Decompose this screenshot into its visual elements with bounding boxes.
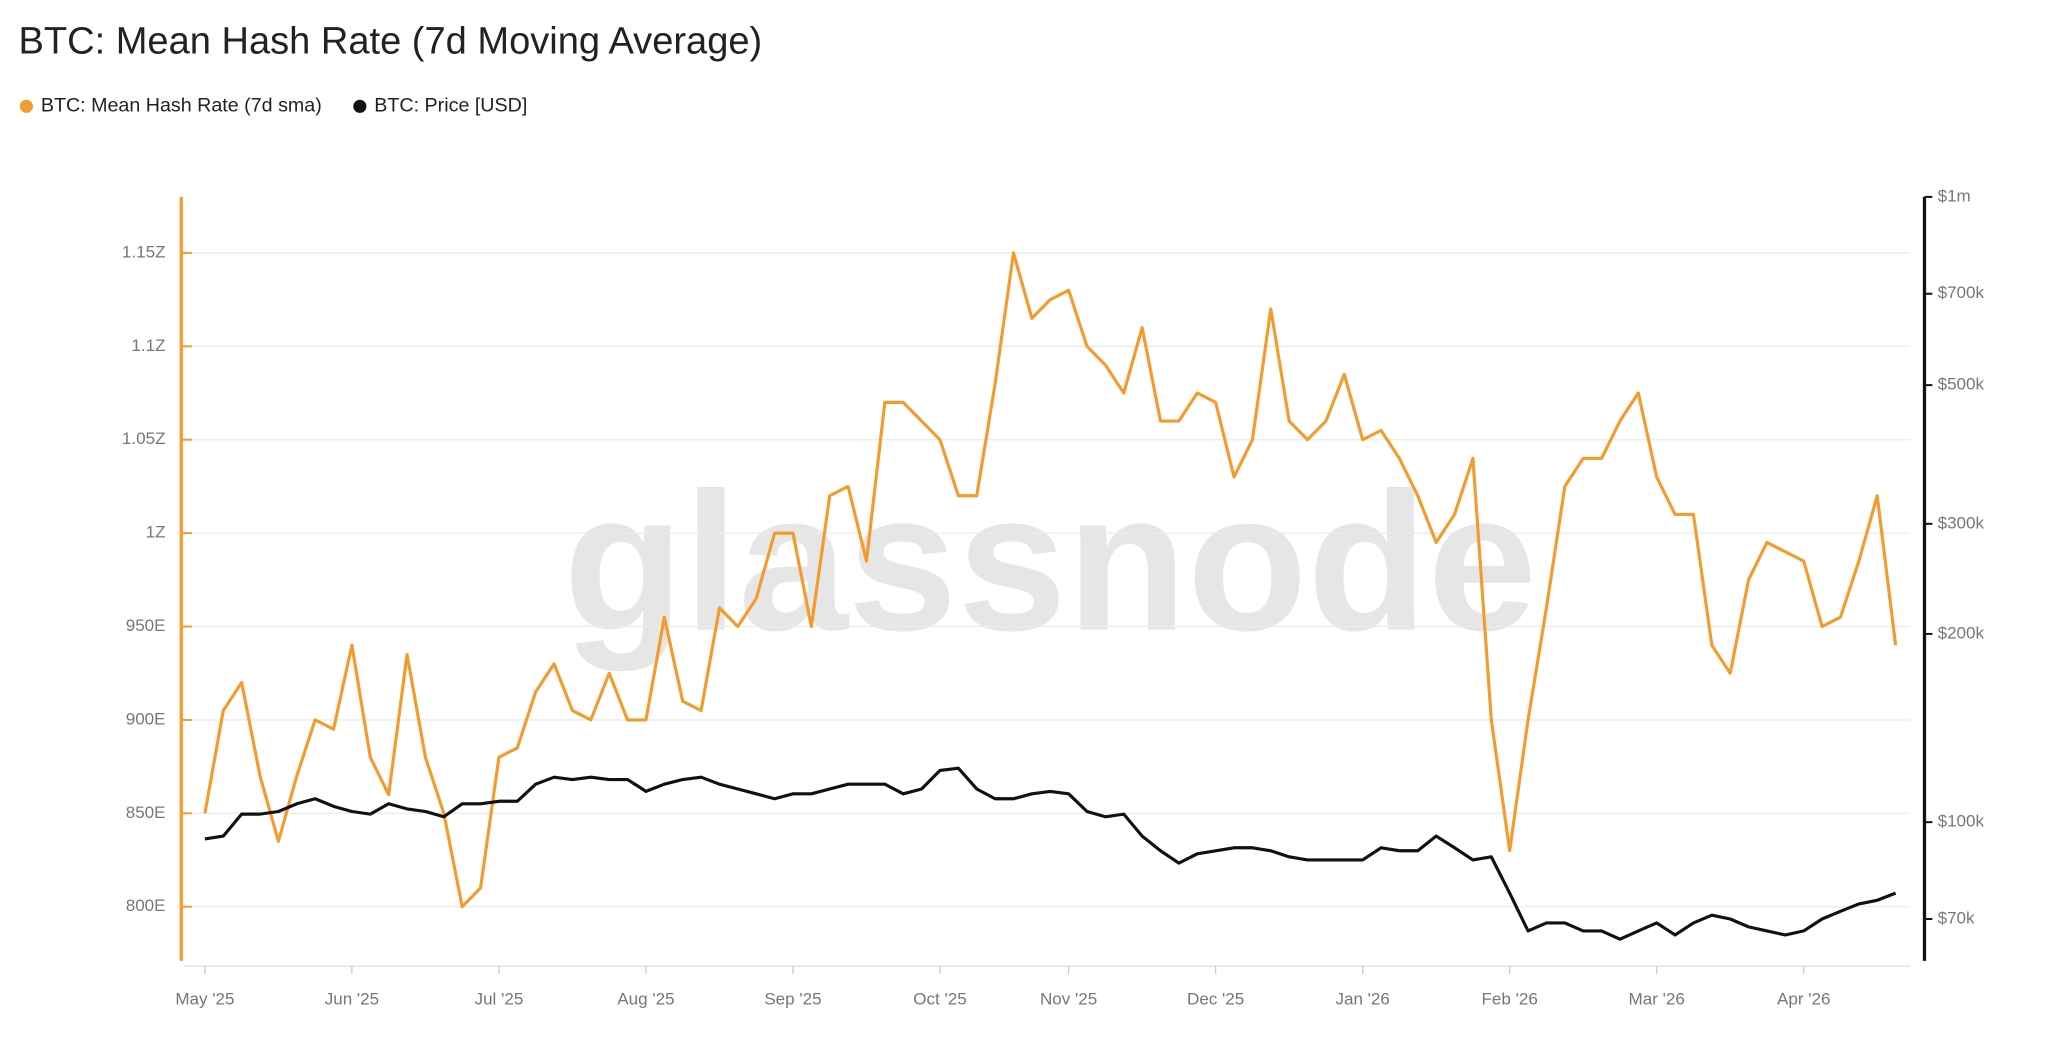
y2-tick-label: $1m — [1938, 186, 1971, 205]
y2-tick-label: $500k — [1938, 375, 1985, 394]
y-tick-label: 1Z — [146, 523, 166, 542]
legend-label: BTC: Mean Hash Rate (7d sma) — [41, 95, 322, 117]
x-tick-label: May '25 — [175, 990, 234, 1009]
y-tick-label: 950E — [126, 616, 166, 635]
y2-tick-label: $100k — [1938, 812, 1985, 831]
x-tick-label: Oct '25 — [913, 990, 966, 1009]
y-tick-label: 1.15Z — [122, 242, 166, 261]
x-tick-label: Nov '25 — [1040, 990, 1097, 1009]
series-line — [203, 251, 1898, 909]
x-tick-label: Aug '25 — [617, 990, 674, 1009]
y2-tick-label: $300k — [1938, 513, 1985, 532]
x-tick-label: Feb '26 — [1482, 990, 1538, 1009]
x-tick-label: Apr '26 — [1777, 990, 1830, 1009]
x-tick-label: Mar '26 — [1629, 990, 1685, 1009]
legend-marker — [353, 99, 367, 113]
y-tick-label: 850E — [126, 803, 166, 822]
y-tick-label: 1.1Z — [131, 336, 165, 355]
chart-title: BTC: Mean Hash Rate (7d Moving Average) — [19, 20, 763, 62]
y-tick-label: 1.05Z — [122, 429, 166, 448]
legend-marker — [19, 99, 33, 113]
x-tick-label: Jan '26 — [1335, 990, 1389, 1009]
y-tick-label: 900E — [126, 709, 166, 728]
x-tick-label: Jun '25 — [325, 990, 379, 1009]
y-tick-label: 800E — [126, 896, 166, 915]
series-line — [204, 766, 1897, 941]
x-tick-label: Sep '25 — [764, 990, 821, 1009]
y2-tick-label: $70k — [1938, 909, 1975, 928]
watermark: glassnode — [563, 452, 1537, 672]
y2-tick-label: $700k — [1938, 283, 1985, 302]
x-tick-label: Dec '25 — [1187, 990, 1244, 1009]
x-tick-label: Jul '25 — [475, 990, 524, 1009]
y2-tick-label: $200k — [1938, 623, 1985, 642]
legend-label: BTC: Price [USD] — [374, 95, 527, 117]
